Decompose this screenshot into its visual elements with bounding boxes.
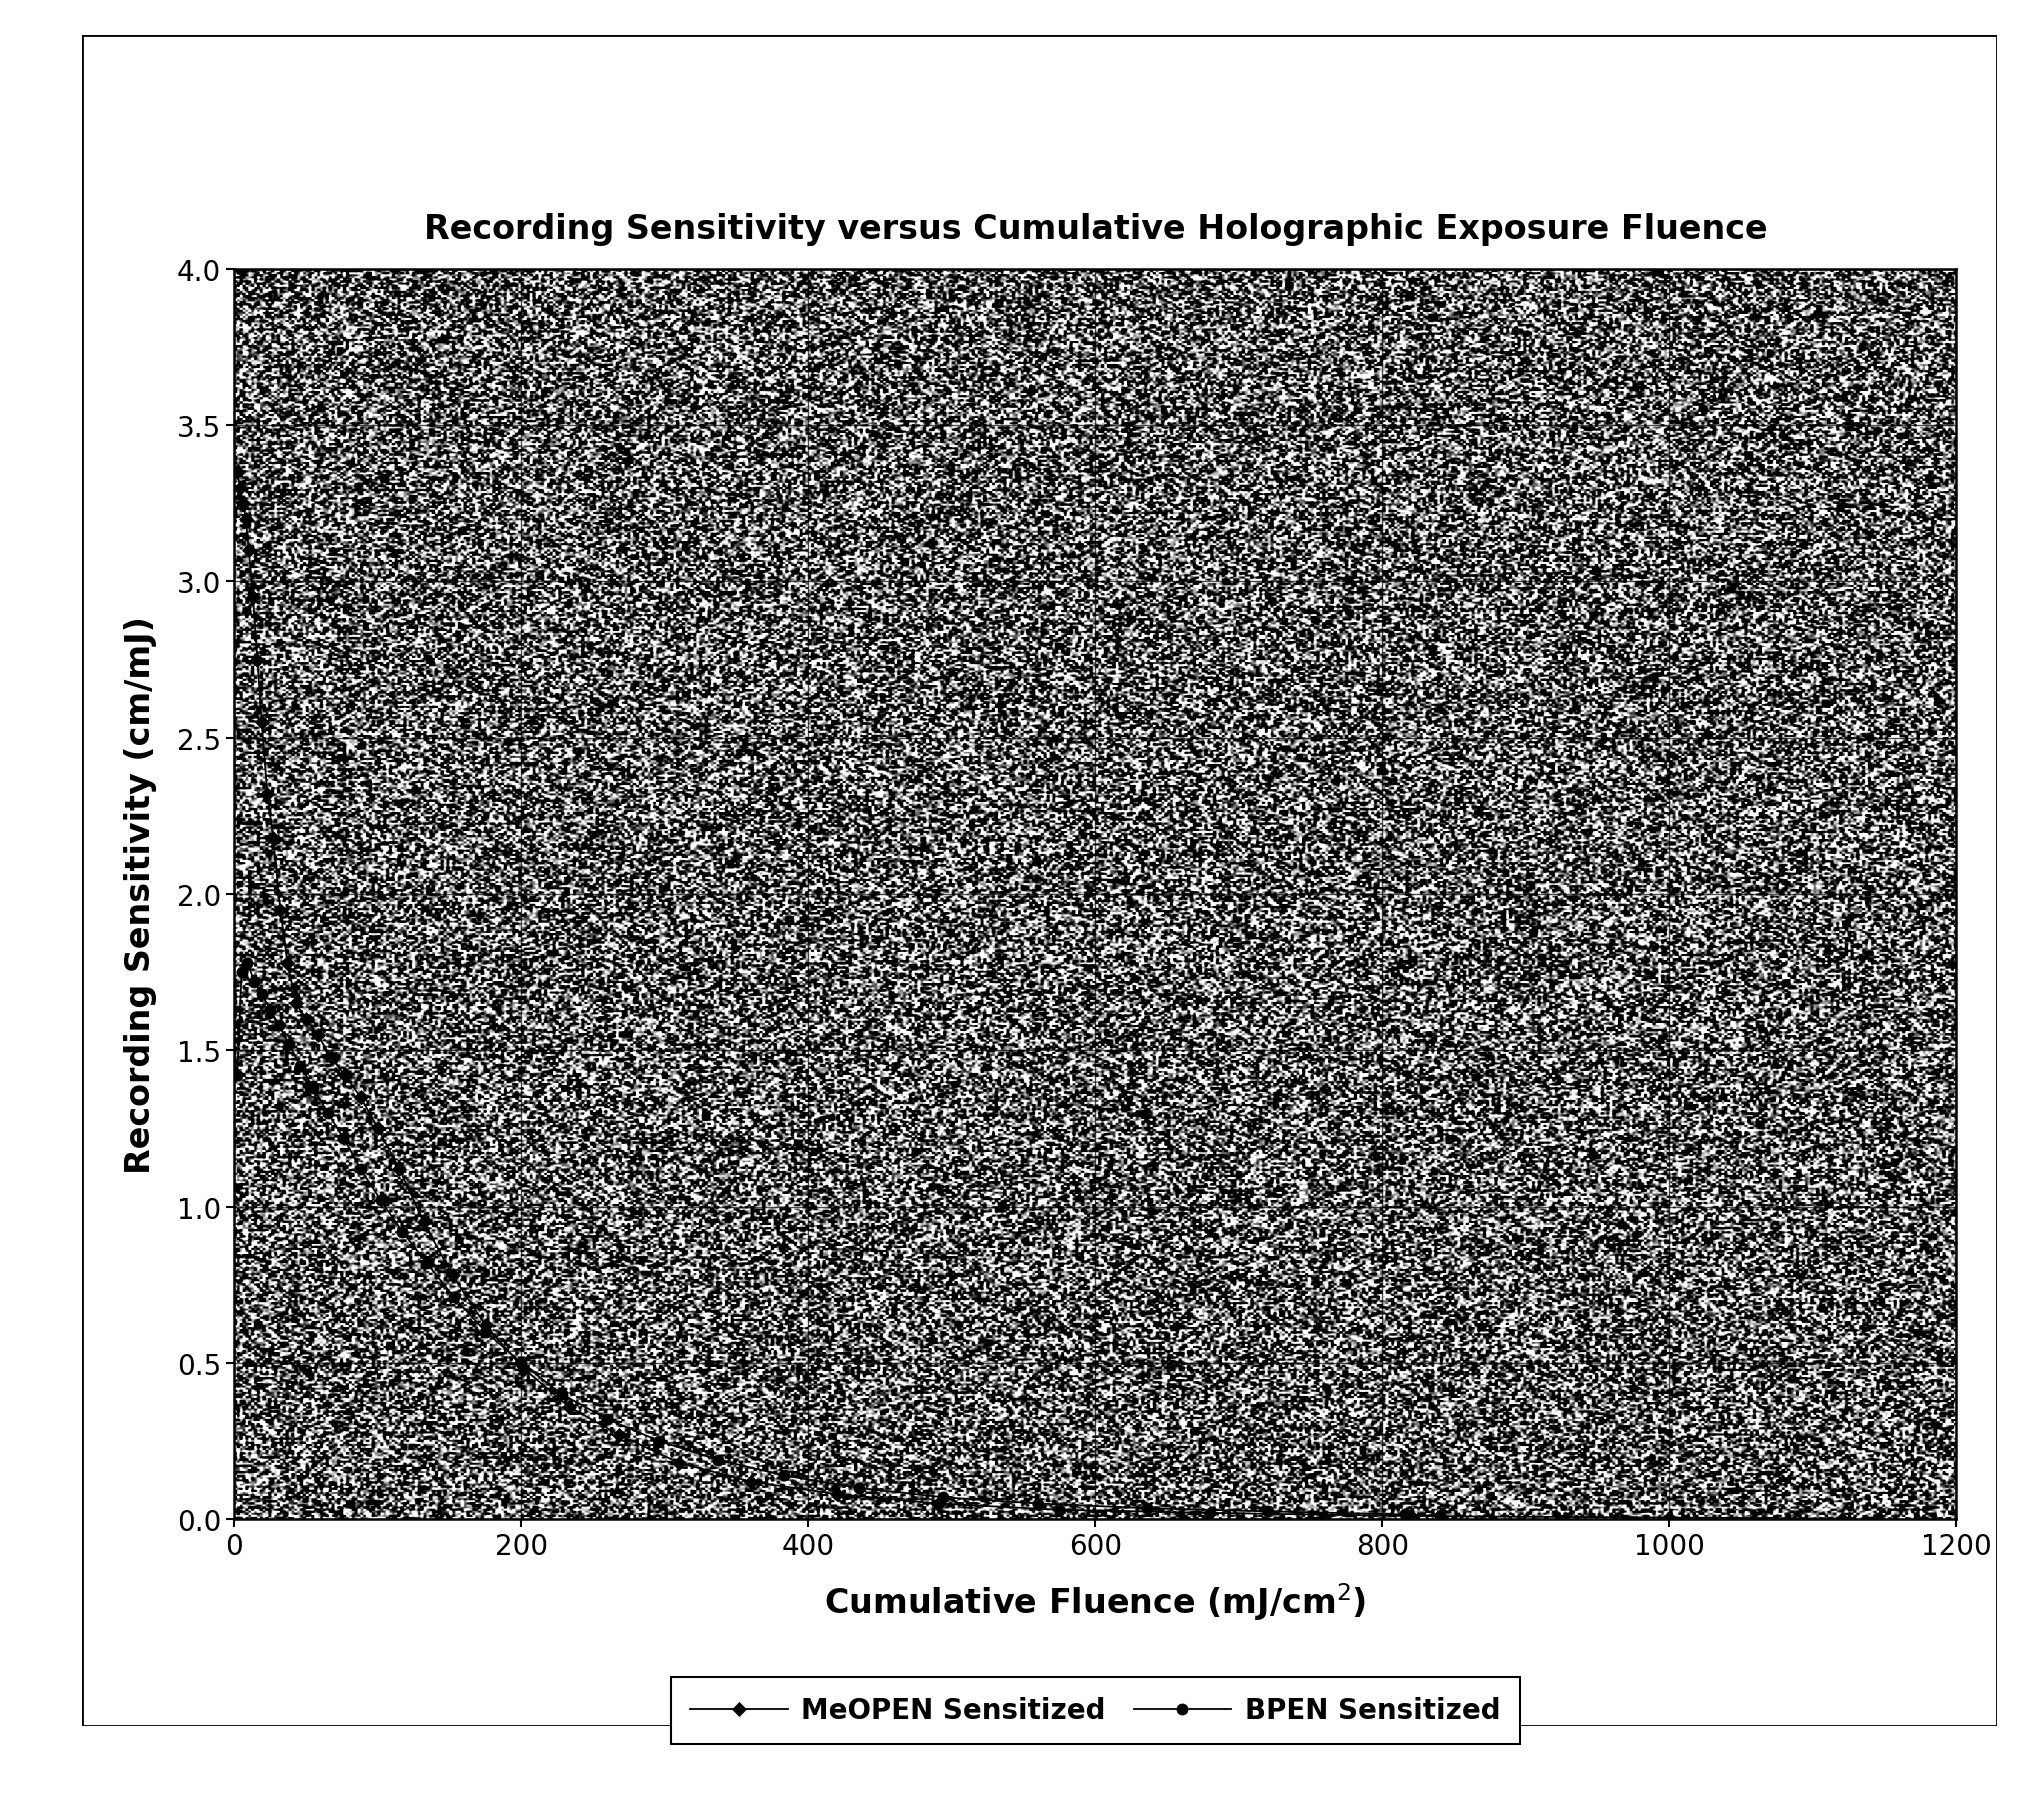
MeOPEN Sensitized xyxy=(1398,1505,1423,1527)
BPEN Sensitized xyxy=(595,1408,620,1429)
BPEN Sensitized xyxy=(772,1465,797,1487)
BPEN Sensitized xyxy=(267,1014,291,1036)
MeOPEN Sensitized xyxy=(387,1158,412,1179)
BPEN Sensitized xyxy=(230,962,255,984)
MeOPEN Sensitized xyxy=(228,478,253,500)
MeOPEN Sensitized xyxy=(332,1064,357,1086)
BPEN Sensitized xyxy=(442,1287,467,1309)
MeOPEN Sensitized xyxy=(249,712,273,734)
BPEN Sensitized xyxy=(249,984,273,1005)
BPEN Sensitized xyxy=(287,1055,312,1077)
MeOPEN Sensitized xyxy=(666,1453,691,1474)
BPEN Sensitized xyxy=(550,1384,575,1406)
BPEN Sensitized xyxy=(646,1431,671,1453)
BPEN Sensitized xyxy=(1255,1501,1280,1523)
BPEN Sensitized xyxy=(931,1487,956,1509)
MeOPEN Sensitized xyxy=(365,1118,389,1140)
MeOPEN Sensitized xyxy=(1830,1509,1855,1530)
MeOPEN Sensitized xyxy=(230,493,255,514)
BPEN Sensitized xyxy=(277,1034,302,1055)
MeOPEN Sensitized xyxy=(240,586,265,608)
Line: MeOPEN Sensitized: MeOPEN Sensitized xyxy=(232,467,1846,1523)
MeOPEN Sensitized xyxy=(224,462,249,484)
MeOPEN Sensitized xyxy=(1657,1507,1681,1528)
BPEN Sensitized xyxy=(389,1221,414,1242)
MeOPEN Sensitized xyxy=(306,1025,330,1046)
MeOPEN Sensitized xyxy=(255,784,279,806)
MeOPEN Sensitized xyxy=(1048,1500,1072,1521)
BPEN Sensitized xyxy=(510,1352,534,1374)
BPEN Sensitized xyxy=(1427,1505,1451,1527)
MeOPEN Sensitized xyxy=(412,1212,436,1233)
MeOPEN Sensitized xyxy=(348,1086,373,1108)
BPEN Sensitized xyxy=(316,1102,340,1124)
MeOPEN Sensitized xyxy=(473,1314,497,1336)
BPEN Sensitized xyxy=(1135,1498,1160,1519)
MeOPEN Sensitized xyxy=(825,1483,850,1505)
BPEN Sensitized xyxy=(302,1077,326,1099)
MeOPEN Sensitized xyxy=(512,1359,536,1381)
BPEN Sensitized xyxy=(473,1322,497,1343)
MeOPEN Sensitized xyxy=(245,649,269,671)
Title: Recording Sensitivity versus Cumulative Holographic Exposure Fluence: Recording Sensitivity versus Cumulative … xyxy=(424,214,1767,246)
X-axis label: Cumulative Fluence (mJ/cm$^2$): Cumulative Fluence (mJ/cm$^2$) xyxy=(823,1580,1367,1622)
BPEN Sensitized xyxy=(1394,1503,1418,1525)
MeOPEN Sensitized xyxy=(261,827,285,849)
BPEN Sensitized xyxy=(348,1158,373,1179)
MeOPEN Sensitized xyxy=(556,1395,581,1417)
MeOPEN Sensitized xyxy=(283,992,308,1014)
BPEN Sensitized xyxy=(414,1253,438,1275)
MeOPEN Sensitized xyxy=(275,953,300,975)
MeOPEN Sensitized xyxy=(234,509,259,530)
MeOPEN Sensitized xyxy=(236,539,261,561)
BPEN Sensitized xyxy=(224,1064,249,1086)
BPEN Sensitized xyxy=(234,953,259,975)
MeOPEN Sensitized xyxy=(318,1046,342,1068)
MeOPEN Sensitized xyxy=(1198,1503,1223,1525)
Y-axis label: Recording Sensitivity (cm/mJ): Recording Sensitivity (cm/mJ) xyxy=(124,615,157,1174)
BPEN Sensitized xyxy=(243,971,267,992)
MeOPEN Sensitized xyxy=(293,1009,318,1030)
MeOPEN Sensitized xyxy=(925,1492,950,1514)
Line: BPEN Sensitized: BPEN Sensitized xyxy=(232,958,1445,1521)
MeOPEN Sensitized xyxy=(269,899,293,921)
BPEN Sensitized xyxy=(705,1449,730,1471)
MeOPEN Sensitized xyxy=(738,1471,762,1492)
BPEN Sensitized xyxy=(259,1000,283,1021)
FancyBboxPatch shape xyxy=(82,36,1997,1726)
BPEN Sensitized xyxy=(846,1478,870,1500)
Legend: MeOPEN Sensitized, BPEN Sensitized: MeOPEN Sensitized, BPEN Sensitized xyxy=(671,1678,1520,1744)
MeOPEN Sensitized xyxy=(440,1264,465,1286)
BPEN Sensitized xyxy=(332,1127,357,1149)
MeOPEN Sensitized xyxy=(607,1424,632,1446)
BPEN Sensitized xyxy=(1025,1492,1050,1514)
BPEN Sensitized xyxy=(369,1190,393,1212)
